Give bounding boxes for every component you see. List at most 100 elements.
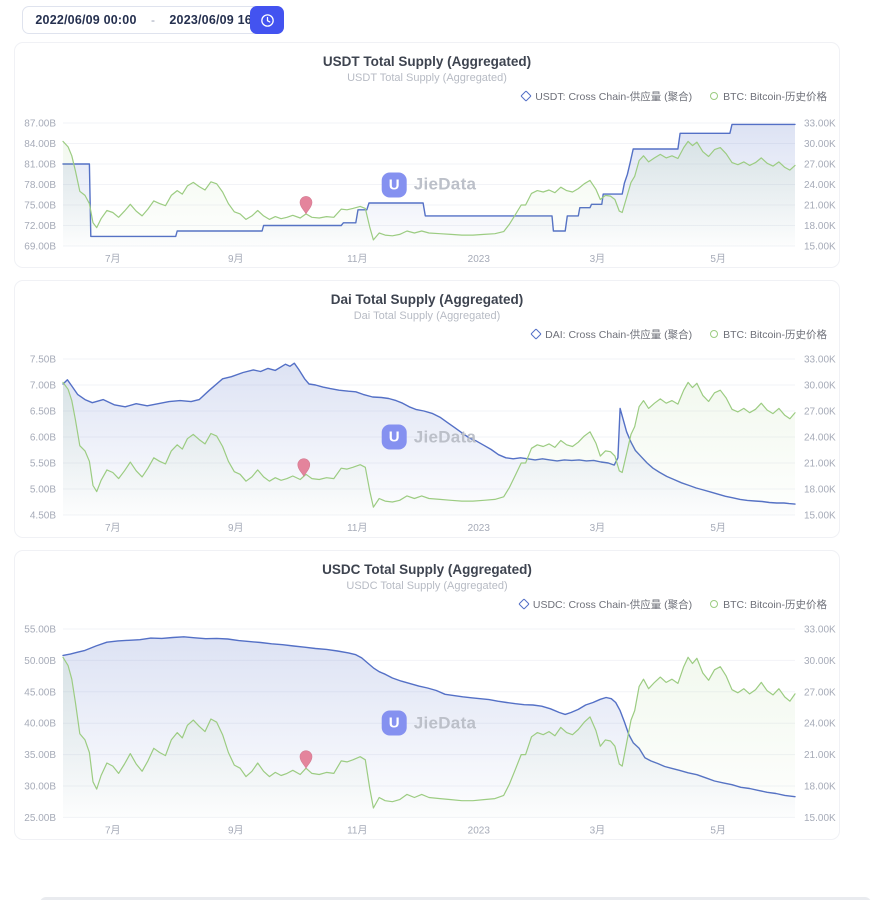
diamond-symbol-icon [518,598,530,610]
legend-item-btc[interactable]: BTC: Bitcoin-历史价格 [710,327,827,342]
left-axis-tick: 5.50B [30,459,56,470]
btc-line [62,656,796,809]
left-axis-tick: 5.00B [30,485,56,496]
date-range-end[interactable]: 2023/06/09 16:59 [169,13,271,27]
chart-subtitle: Dai Total Supply (Aggregated) [353,310,501,322]
chart-legend: USDC: Cross Chain-供应量 (聚合) BTC: Bitcoin-… [15,593,839,615]
left-axis-tick: 30.00B [24,782,56,793]
x-axis-tick: 11月 [347,522,367,534]
btc-line [62,381,796,508]
diamond-symbol-icon [520,90,532,102]
x-axis-tick: 5月 [710,522,726,534]
right-axis-tick: 24.00K [804,719,836,730]
right-axis-tick: 21.00K [804,459,836,470]
right-axis-tick: 33.00K [804,119,836,130]
x-axis-tick: 11月 [347,253,367,265]
clock-icon [260,13,274,27]
circle-symbol-icon [710,92,719,100]
plot-area: 55.00B 33.00K 50.00B 30.00K 45.00B 27.00K 40.0… [15,615,839,839]
left-axis-tick: 78.00B [24,180,56,191]
legend-item-supply[interactable]: USDC: Cross Chain-供应量 (聚合) [518,597,693,612]
left-axis-tick: 72.00B [24,221,56,232]
btc-area [63,657,795,818]
chart-title: USDC Total Supply (Aggregated) [322,562,532,577]
right-axis-tick: 21.00K [804,201,836,212]
x-axis-tick: 9月 [228,253,244,265]
x-axis-tick: 5月 [710,824,726,836]
left-axis-tick: 7.00B [30,381,56,392]
right-axis-tick: 33.00K [804,355,836,366]
left-axis-tick: 50.00B [24,656,56,667]
legend-label: BTC: Bitcoin-历史价格 [723,598,827,611]
x-axis-tick: 9月 [228,522,244,534]
diamond-symbol-icon [530,328,542,340]
right-axis-tick: 33.00K [804,625,836,636]
right-axis-tick: 18.00K [804,485,836,496]
right-axis-tick: 15.00K [804,813,836,824]
right-axis-tick: 27.00K [804,687,836,698]
legend-item-supply[interactable]: USDT: Cross Chain-供应量 (聚合) [520,89,693,104]
legend-item-btc[interactable]: BTC: Bitcoin-历史价格 [710,597,827,612]
plot-area: 87.00B 33.00K 84.00B 30.00K 81.00B 27.00K 78.0… [15,107,839,267]
right-axis-tick: 21.00K [804,750,836,761]
legend-label: BTC: Bitcoin-历史价格 [723,90,827,103]
time-picker-button[interactable] [250,6,284,34]
right-axis-tick: 15.00K [804,511,836,522]
x-axis-tick: 7月 [105,824,121,836]
btc-line [62,140,796,241]
date-range-start[interactable]: 2022/06/09 00:00 [35,13,137,27]
x-axis-tick: 7月 [105,253,121,265]
mark-pin-icon [297,458,311,477]
circle-symbol-icon [710,330,719,338]
date-range-picker[interactable]: 2022/06/09 00:00 - 2023/06/09 16:59 [22,6,284,34]
left-axis-tick: 45.00B [24,687,56,698]
chart-plot[interactable]: 55.00B 33.00K 50.00B 30.00K 45.00B 27.00K 40.0… [15,615,839,839]
left-axis-tick: 55.00B [24,625,56,636]
legend-item-supply[interactable]: DAI: Cross Chain-供应量 (聚合) [530,327,693,342]
right-axis-tick: 27.00K [804,160,836,171]
left-axis-tick: 87.00B [24,119,56,130]
right-axis-tick: 18.00K [804,221,836,232]
legend-label: DAI: Cross Chain-供应量 (聚合) [545,328,693,341]
x-axis-tick: 11月 [347,824,367,836]
left-axis-tick: 25.00B [24,813,56,824]
date-range-separator: - [151,13,155,27]
legend-item-btc[interactable]: BTC: Bitcoin-历史价格 [710,89,827,104]
chart-card-dai: Dai Total Supply (Aggregated) Dai Total … [14,280,840,538]
x-axis-tick: 2023 [468,523,491,534]
chart-plot[interactable]: 87.00B 33.00K 84.00B 30.00K 81.00B 27.00K 78.0… [15,107,839,267]
left-axis-tick: 6.00B [30,433,56,444]
top-toolbar: 2022/06/09 00:00 - 2023/06/09 16:59 [0,0,871,42]
left-axis-tick: 7.50B [30,355,56,366]
right-axis-tick: 15.00K [804,242,836,253]
chart-title: Dai Total Supply (Aggregated) [330,292,524,307]
x-axis-tick: 2023 [468,254,491,265]
mark-pin-icon [299,750,313,769]
plot-area: 7.50B 33.00K 7.00B 30.00K 6.50B 27.00K 6.00B 24… [15,345,839,537]
right-axis-tick: 30.00K [804,381,836,392]
mark-pin-icon [299,196,313,215]
x-axis-tick: 3月 [590,824,606,836]
right-axis-tick: 30.00K [804,139,836,150]
btc-area [63,382,795,515]
left-axis-tick: 69.00B [24,242,56,253]
x-axis-tick: 3月 [590,253,606,265]
left-axis-tick: 35.00B [24,750,56,761]
left-axis-tick: 6.50B [30,407,56,418]
legend-label: USDC: Cross Chain-供应量 (聚合) [532,598,693,611]
left-axis-tick: 4.50B [30,511,56,522]
chart-subtitle: USDT Total Supply (Aggregated) [347,72,507,84]
x-axis-tick: 7月 [105,522,121,534]
chart-card-usdc: USDC Total Supply (Aggregated) USDC Tota… [14,550,840,840]
circle-symbol-icon [710,600,719,608]
chart-legend: DAI: Cross Chain-供应量 (聚合) BTC: Bitcoin-历… [15,323,839,345]
x-axis-tick: 2023 [468,825,491,836]
chart-legend: USDT: Cross Chain-供应量 (聚合) BTC: Bitcoin-… [15,85,839,107]
right-axis-tick: 24.00K [804,180,836,191]
chart-plot[interactable]: 7.50B 33.00K 7.00B 30.00K 6.50B 27.00K 6.00B 24… [15,345,839,537]
left-axis-tick: 81.00B [24,160,56,171]
chart-card-usdt: USDT Total Supply (Aggregated) USDT Tota… [14,42,840,268]
legend-label: USDT: Cross Chain-供应量 (聚合) [535,90,693,103]
left-axis-tick: 84.00B [24,139,56,150]
